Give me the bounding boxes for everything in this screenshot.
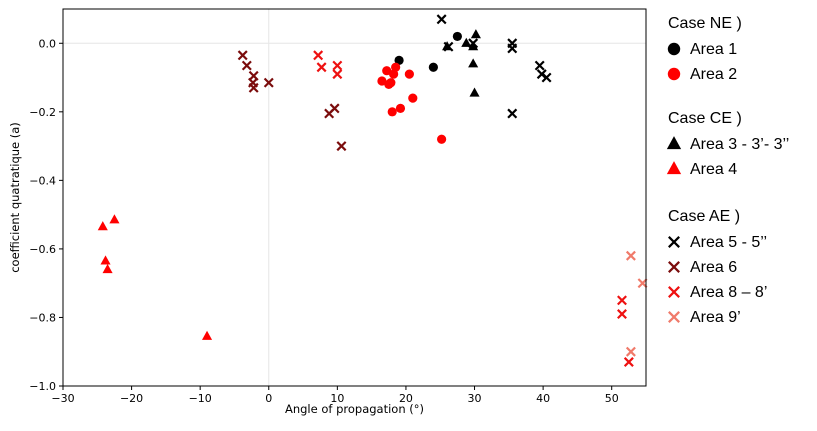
x-tick-label: 10 (330, 392, 344, 405)
data-point-x (329, 103, 340, 114)
data-point-circle (387, 107, 397, 117)
data-point-x (468, 38, 479, 49)
legend-label-area-4: Area 4 (690, 161, 737, 178)
legend-marker-area-6 (668, 261, 680, 273)
data-point-circle (437, 134, 447, 144)
x-tick-label: 0 (265, 392, 272, 405)
zero-gridlines (63, 9, 646, 386)
legend-label-area-2: Area 2 (690, 66, 737, 83)
y-tick-label: 0.0 (39, 37, 57, 50)
data-point-x (617, 295, 627, 306)
data-point-circle (428, 62, 438, 72)
data-point-x (541, 72, 552, 83)
data-point-triangle (468, 58, 479, 68)
data-point-x (332, 60, 343, 71)
x-axis-label: Angle of propagation (°) (285, 402, 424, 416)
legend-label-area-1: Area 1 (690, 41, 737, 58)
legend-marker-area-2 (667, 67, 681, 81)
legend-title-case-ce: Case CE ) (668, 110, 742, 127)
y-tick-label: −0.6 (29, 243, 56, 256)
legend-marker-area-8-8 (668, 286, 680, 298)
legend-marker-area-5-5 (668, 236, 680, 248)
data-point-x (507, 43, 518, 54)
data-point-x (241, 60, 252, 71)
data-point-circle (404, 69, 414, 79)
x-tick-label: 20 (399, 392, 413, 405)
data-point-triangle (461, 37, 472, 47)
data-point-x (617, 309, 627, 320)
y-tick-label: −1.0 (29, 380, 56, 393)
data-point-x (623, 357, 634, 367)
data-point-x (637, 278, 648, 289)
legend-label-area-6: Area 6 (690, 259, 737, 276)
x-tick-label: 30 (468, 392, 482, 405)
y-tick-label: −0.4 (29, 174, 56, 187)
legend-marker-area-9 (668, 311, 680, 323)
x-tick-label: −10 (189, 392, 212, 405)
y-axis-label: coefficient quatratique (a) (8, 122, 22, 273)
x-tick-label: 50 (605, 392, 619, 405)
y-tick-label: −0.2 (29, 106, 56, 119)
data-points (97, 14, 648, 367)
data-point-circle (382, 66, 392, 76)
data-point-triangle (468, 41, 479, 51)
x-tick-label: −30 (51, 392, 74, 405)
data-point-triangle (102, 263, 113, 274)
legend-marker-area-1 (667, 42, 681, 56)
data-point-triangle (109, 214, 120, 224)
data-point-triangle (100, 255, 111, 265)
data-point-circle (386, 78, 396, 88)
x-axis-ticks: −30 −20 −10 0 10 20 30 40 50 (51, 386, 619, 405)
data-point-triangle (469, 87, 480, 97)
data-point-x (316, 62, 327, 73)
data-point-triangle (470, 29, 481, 39)
x-tick-label: −20 (120, 392, 143, 405)
data-point-x (332, 69, 343, 80)
legend: Case NE ) Area 1 Area 2 Case CE ) Area 3 - 3… (666, 15, 789, 326)
legend-marker-area-4 (666, 161, 682, 175)
plot-frame (62, 8, 647, 387)
legend-label-area-5-5: Area 5 - 5’’ (690, 234, 767, 251)
data-point-x (436, 14, 447, 25)
data-point-x (313, 50, 324, 61)
data-point-triangle (201, 330, 213, 340)
data-point-circle (395, 103, 406, 113)
data-point-x (534, 60, 545, 71)
data-point-circle (394, 55, 404, 66)
data-point-circle (408, 93, 418, 103)
data-point-circle (452, 31, 462, 42)
x-tick-label: 40 (536, 392, 550, 405)
data-point-x (263, 77, 274, 88)
legend-marker-area-3-3-3 (666, 136, 682, 150)
legend-label-area-3-3-3: Area 3 - 3’- 3’’ (690, 136, 789, 153)
data-point-triangle (97, 221, 108, 231)
data-point-x (625, 250, 636, 261)
data-point-x (237, 50, 248, 61)
legend-title-case-ne: Case NE ) (668, 15, 742, 32)
legend-title-case-ae: Case AE ) (668, 208, 740, 225)
y-axis-ticks: −1.0 −0.8 −0.6 −0.4 −0.2 0.0 (29, 37, 63, 393)
legend-label-area-9: Area 9’ (690, 309, 741, 326)
data-point-x (507, 108, 518, 119)
data-point-circle (391, 62, 401, 72)
data-point-x (336, 141, 347, 152)
data-point-circle (377, 76, 387, 86)
legend-label-area-8-8: Area 8 – 8’ (690, 284, 767, 301)
data-point-x (248, 82, 259, 93)
y-tick-label: −0.8 (29, 311, 56, 324)
data-point-x (443, 41, 454, 52)
data-point-x (625, 346, 636, 357)
